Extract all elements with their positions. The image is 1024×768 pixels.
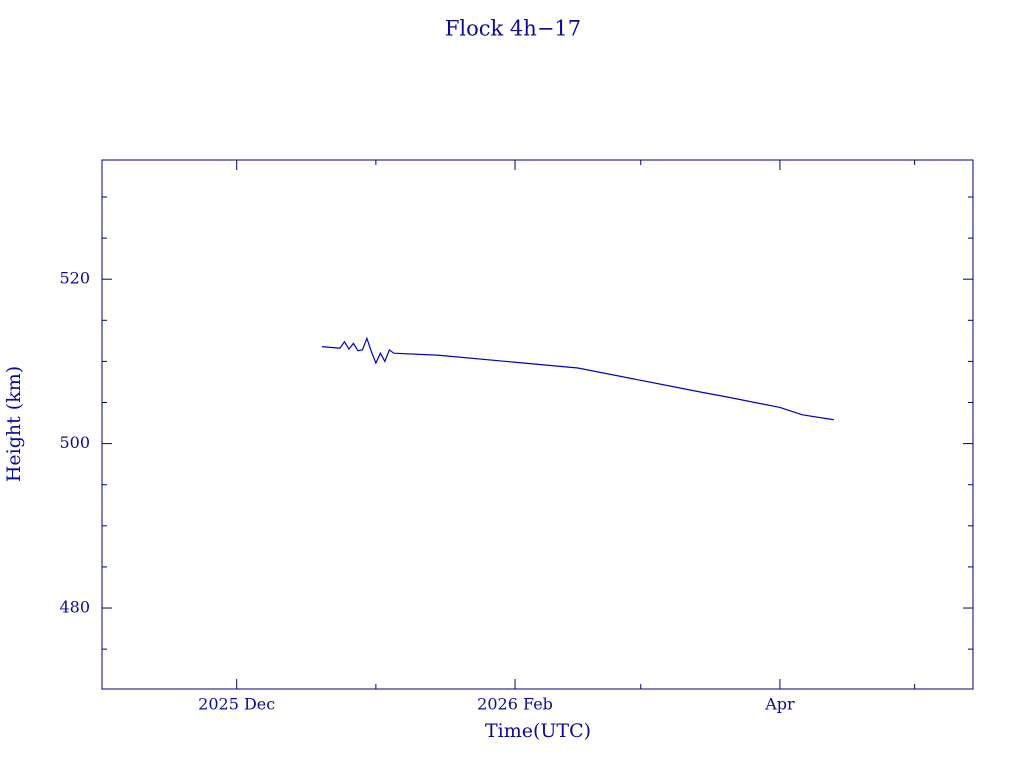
y-tick-label: 480 bbox=[59, 598, 90, 617]
plot-frame bbox=[101, 159, 974, 690]
x-tick-label: 2025 Dec bbox=[198, 695, 275, 714]
x-tick-label: Apr bbox=[764, 695, 795, 714]
y-tick-label: 500 bbox=[59, 433, 90, 452]
y-axis-label: Height (km) bbox=[3, 366, 25, 482]
x-axis-label: Time(UTC) bbox=[485, 720, 591, 742]
chart-title: Flock 4h−17 bbox=[445, 17, 581, 41]
data-line bbox=[321, 336, 834, 421]
y-tick-label: 520 bbox=[59, 269, 90, 288]
x-tick-label: 2026 Feb bbox=[477, 695, 553, 714]
